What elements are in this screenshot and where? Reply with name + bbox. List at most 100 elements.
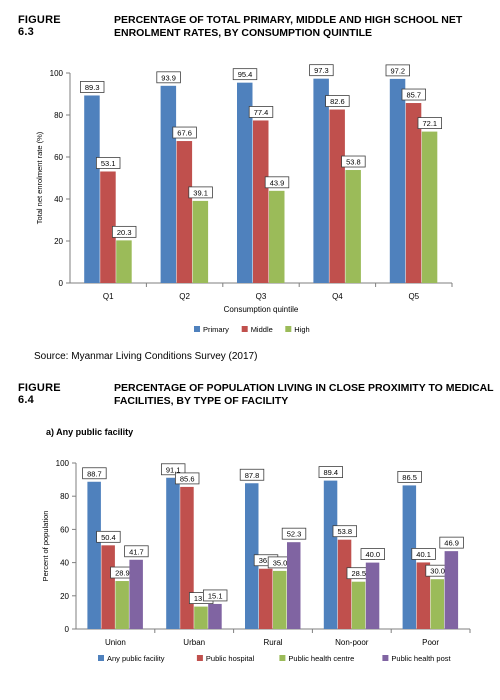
data-label: 46.9	[444, 539, 459, 548]
data-label: 87.8	[245, 471, 260, 480]
y-tick-label: 40	[54, 195, 63, 204]
bar-any-public-facility	[245, 483, 259, 629]
subheading: a) Any public facility	[46, 427, 134, 437]
data-label: 35.0	[273, 558, 288, 567]
data-label: 15.1	[208, 591, 223, 600]
data-label-box	[124, 545, 149, 558]
legend-label: Public hospital	[206, 654, 255, 663]
x-tick-label: Q2	[179, 292, 190, 301]
y-tick-label: 80	[60, 492, 69, 501]
data-label-box	[96, 530, 121, 543]
data-label: 53.1	[101, 159, 116, 168]
y-tick-label: 40	[60, 559, 69, 568]
data-label: 95.4	[238, 70, 253, 79]
y-tick-label: 60	[60, 525, 69, 534]
bar-primary	[160, 85, 177, 283]
bar-high	[192, 200, 209, 283]
legend-label: Public health centre	[288, 654, 354, 663]
y-axis-label: Percent of population	[41, 511, 50, 582]
y-tick-label: 20	[60, 592, 69, 601]
data-label: 97.2	[390, 66, 405, 75]
legend-swatch	[382, 655, 389, 661]
data-label: 28.5	[351, 569, 366, 578]
data-label-box	[156, 71, 181, 84]
x-tick-label: Non-poor	[335, 638, 369, 647]
data-label-box	[309, 64, 334, 77]
y-tick-label: 80	[54, 111, 63, 120]
data-label-box	[325, 95, 350, 107]
data-label-box	[232, 68, 258, 81]
figure-number: FIGURE 6.3	[18, 14, 61, 38]
data-label: 91.1	[166, 465, 181, 474]
bar-public-hospital	[101, 545, 115, 629]
data-label-box	[174, 472, 200, 485]
bar-high	[421, 131, 438, 283]
bar-middle	[329, 109, 345, 283]
legend-label: High	[294, 325, 309, 334]
data-label-box	[202, 589, 228, 602]
data-label: 88.7	[87, 469, 102, 478]
bar-public-hospital	[337, 539, 352, 629]
y-tick-label: 0	[59, 279, 64, 288]
legend-swatch	[241, 326, 248, 332]
figure-title: PERCENTAGE OF POPULATION LIVING IN CLOSE…	[114, 382, 494, 407]
data-label-box	[411, 548, 436, 560]
bar-primary	[237, 82, 253, 283]
source-note: Source: Myanmar Living Conditions Survey…	[34, 351, 258, 362]
y-tick-label: 0	[65, 625, 70, 634]
bar-primary	[313, 78, 329, 283]
x-tick-label: Q5	[408, 292, 419, 301]
bar-high	[116, 240, 132, 283]
data-label-box	[172, 126, 197, 139]
bar-public-hospital	[259, 568, 273, 629]
enrolment-bar-chart: 0 20 40 60 80 100 Total net enrolment rate (%)…	[35, 64, 453, 334]
y-axis-label: Total net enrolment rate (%)	[35, 131, 44, 224]
data-label: 97.3	[314, 66, 329, 75]
figure-title: PERCENTAGE OF TOTAL PRIMARY, MIDDLE AND …	[114, 14, 463, 39]
bar-middle	[253, 120, 269, 284]
data-label: 85.6	[180, 474, 195, 483]
bar-primary	[389, 78, 406, 283]
bar-any-public-facility	[323, 480, 338, 629]
bar-any-public-facility	[402, 485, 417, 629]
x-tick-label: Poor	[422, 638, 439, 647]
bar-public-health-centre	[194, 606, 208, 629]
data-label: 86.5	[402, 473, 417, 482]
bar-public-health-post	[365, 562, 380, 629]
bar-high	[269, 190, 285, 283]
x-tick-label: Q4	[332, 292, 343, 301]
bar-public-health-post	[444, 551, 459, 629]
data-label-box	[80, 81, 105, 93]
figure-number: FIGURE 6.4	[18, 382, 61, 406]
y-tick-label: 20	[54, 237, 63, 246]
y-tick-label: 100	[50, 69, 64, 78]
data-label: 40.0	[365, 550, 380, 559]
data-label-box	[264, 176, 290, 189]
bar-public-health-post	[129, 559, 143, 629]
bar-any-public-facility	[166, 477, 180, 629]
bar-middle	[405, 103, 422, 283]
data-label-box	[439, 536, 464, 549]
data-label-box	[341, 155, 366, 168]
legend-label: Primary	[203, 325, 229, 334]
bar-public-hospital	[416, 562, 431, 629]
legend-label: Public health post	[391, 654, 451, 663]
data-label: 72.1	[422, 119, 437, 128]
bar-public-health-centre	[115, 581, 129, 629]
data-label: 43.9	[270, 178, 285, 187]
data-label-box	[360, 548, 386, 560]
data-label: 36.3	[259, 556, 274, 565]
data-label: 77.4	[254, 108, 269, 117]
bar-public-health-centre	[273, 570, 287, 629]
legend-swatch	[279, 655, 286, 661]
y-tick-label: 60	[54, 153, 63, 162]
x-tick-label: Urban	[183, 638, 205, 647]
data-label-box	[385, 64, 411, 77]
data-label: 50.4	[101, 533, 116, 542]
data-label: 82.6	[330, 97, 345, 106]
bar-middle	[100, 171, 116, 283]
bar-middle	[176, 141, 193, 283]
data-label-box	[112, 225, 137, 238]
data-label-box	[332, 525, 358, 538]
data-label: 30.0	[430, 567, 445, 576]
